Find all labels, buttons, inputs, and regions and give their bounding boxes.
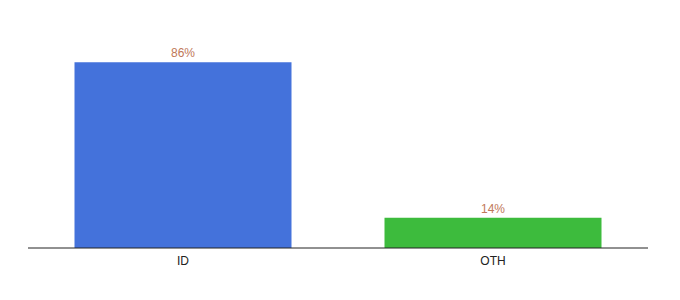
svg-text:OTH: OTH [480,254,505,268]
svg-text:86%: 86% [171,46,195,60]
svg-text:ID: ID [177,254,189,268]
svg-text:14%: 14% [481,202,505,216]
